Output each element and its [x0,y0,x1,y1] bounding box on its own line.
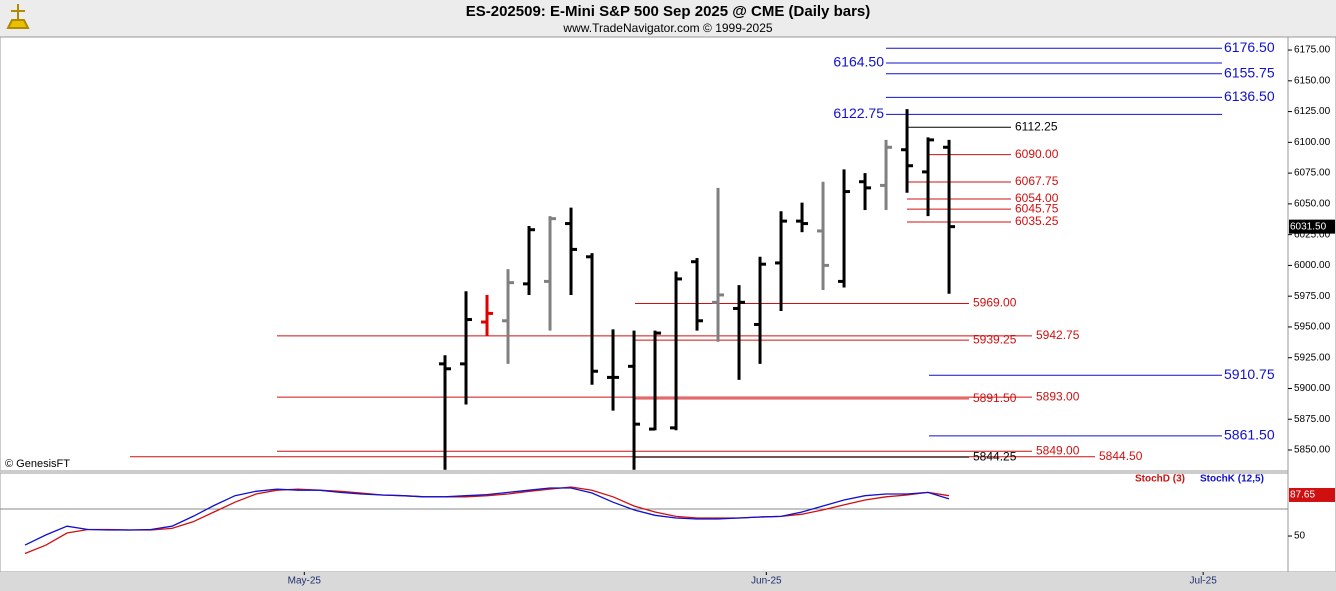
level-label: 5891.50 [973,391,1017,405]
stoch-line [24,487,950,546]
level-label: 5844.50 [1099,449,1143,463]
level-label: 5893.00 [1036,389,1080,403]
y-tick-label: 6125.00 [1294,106,1331,117]
level-label: 5910.75 [1224,366,1275,382]
level-label: 6136.50 [1224,88,1275,104]
x-tick-label: Jul-25 [1190,576,1218,587]
level-label: 5844.25 [973,449,1017,463]
y-tick-label: 6075.00 [1294,168,1331,179]
legend-entry: StochD (3) [1135,474,1185,485]
level-label: 5969.00 [973,296,1017,310]
last-price-label: 6031.50 [1290,221,1327,232]
stoch-panel [0,472,1289,573]
y-tick-label: 5925.00 [1294,352,1331,363]
level-label: 6054.00 [1015,191,1059,205]
level-label: 5942.75 [1036,328,1080,342]
chart-subtitle: www.TradeNavigator.com © 1999-2025 [562,21,772,35]
level-label: 6112.25 [1015,119,1058,133]
y-tick-label: 6175.00 [1294,45,1331,56]
header-bg [0,0,1336,37]
copyright: © GenesisFT [5,458,70,470]
last-value-box [1289,487,1335,502]
y-tick-label: 5850.00 [1294,445,1331,456]
chart-title: ES-202509: E-Mini S&P 500 Sep 2025 @ CME… [466,3,871,20]
level-label: 5861.50 [1224,427,1275,443]
level-label: 6164.50 [833,54,884,70]
level-label: 5849.00 [1036,443,1080,457]
y-tick-label: 50 [1294,531,1306,542]
y-tick-label: 6100.00 [1294,137,1331,148]
last-price-box [1289,219,1335,234]
y-tick-label: 6025.00 [1294,229,1331,240]
x-tick-label: Jun-25 [751,576,782,587]
level-label: 6155.75 [1224,64,1275,80]
level-label: 6045.75 [1015,201,1059,215]
y-tick-label: 5900.00 [1294,383,1331,394]
right-axis [1287,36,1336,573]
y-tick-label: 5875.00 [1294,414,1331,425]
y-tick-label: 6150.00 [1294,75,1331,86]
logo [6,4,30,29]
level-label: 6090.00 [1015,147,1059,161]
level-label: 6122.75 [833,105,884,121]
y-tick-label: 5975.00 [1294,291,1331,302]
price-panel [0,36,1289,472]
y-tick-label: 6050.00 [1294,199,1331,210]
x-tick-label: May-25 [288,576,322,587]
level-label: 6035.25 [1015,214,1059,228]
stoch-line [24,486,950,555]
level-label: 5939.25 [973,332,1017,346]
y-tick-label: 5950.00 [1294,322,1331,333]
level-label: 6176.50 [1224,39,1275,55]
last-value-label: 87.65 [1290,490,1315,501]
y-tick-label: 6000.00 [1294,260,1331,271]
level-label: 6067.75 [1015,174,1059,188]
date-axis [0,572,1336,591]
legend-entry: StochK (12,5) [1200,474,1264,485]
